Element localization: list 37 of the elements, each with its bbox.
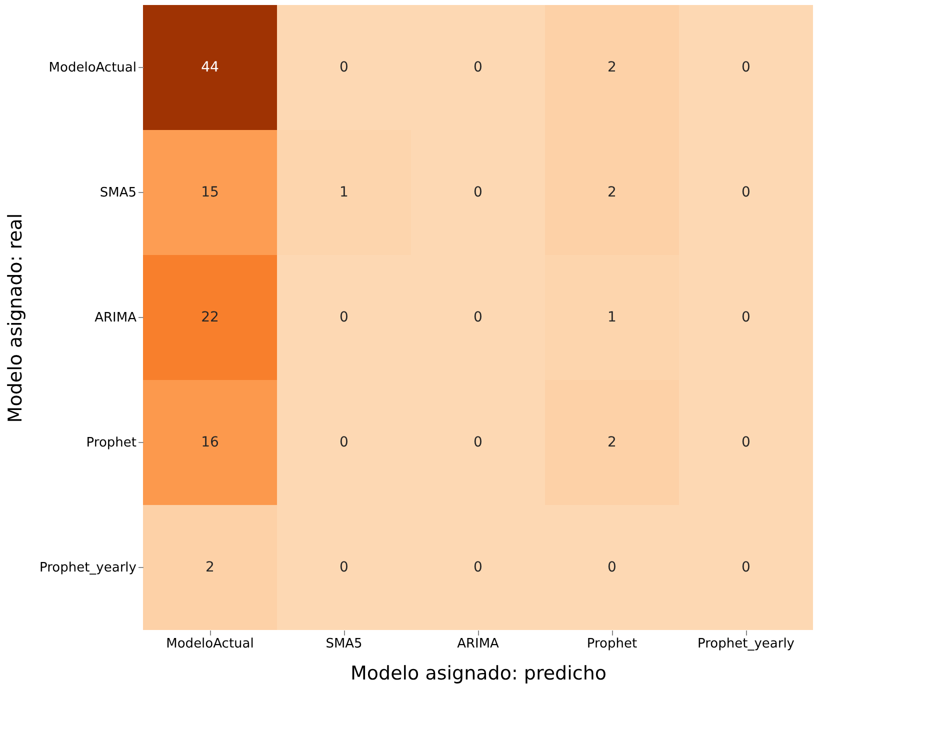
y-tick-label: Prophet: [86, 436, 136, 450]
x-axis-title: Modelo asignado: predicho: [350, 662, 606, 684]
data-label: 0: [474, 60, 482, 76]
data-label: 1: [340, 184, 348, 200]
data-label: 0: [742, 60, 750, 76]
data-label: 0: [340, 60, 348, 76]
data-label: 0: [608, 560, 616, 576]
x-tick-label: ARIMA: [457, 636, 500, 652]
data-label: 0: [742, 560, 750, 576]
data-label: 1: [608, 310, 616, 326]
data-label: 0: [340, 434, 348, 450]
y-tick-label: SMA5: [100, 186, 136, 200]
data-label: 15: [201, 184, 219, 200]
x-tick-label: Prophet: [586, 636, 638, 652]
data-label: 0: [474, 560, 482, 576]
y-tick-label: ARIMA: [94, 310, 137, 326]
data-label: 16: [201, 434, 219, 450]
data-label: 2: [206, 560, 214, 576]
data-label: 0: [474, 184, 482, 200]
data-label: 0: [742, 310, 750, 326]
x-tick-label: ModeloActual: [166, 636, 254, 652]
data-label: 22: [201, 310, 219, 326]
data-label: 0: [742, 184, 750, 200]
y-axis-title: Modelo asignado: real: [4, 213, 26, 423]
data-label: 0: [742, 434, 750, 450]
data-label: 0: [474, 310, 482, 326]
data-label: 0: [474, 434, 482, 450]
data-label: 44: [201, 60, 219, 76]
y-tick-label: ModeloActual: [48, 60, 136, 76]
x-tick-label: Prophet_yearly: [697, 636, 795, 652]
data-label: 2: [608, 60, 616, 76]
data-label: 0: [340, 310, 348, 326]
data-label: 2: [608, 184, 616, 200]
y-tick-label: Prophet_yearly: [39, 560, 137, 576]
data-label: 0: [340, 560, 348, 576]
x-tick-label: SMA5: [326, 636, 362, 652]
data-label: 2: [608, 434, 616, 450]
